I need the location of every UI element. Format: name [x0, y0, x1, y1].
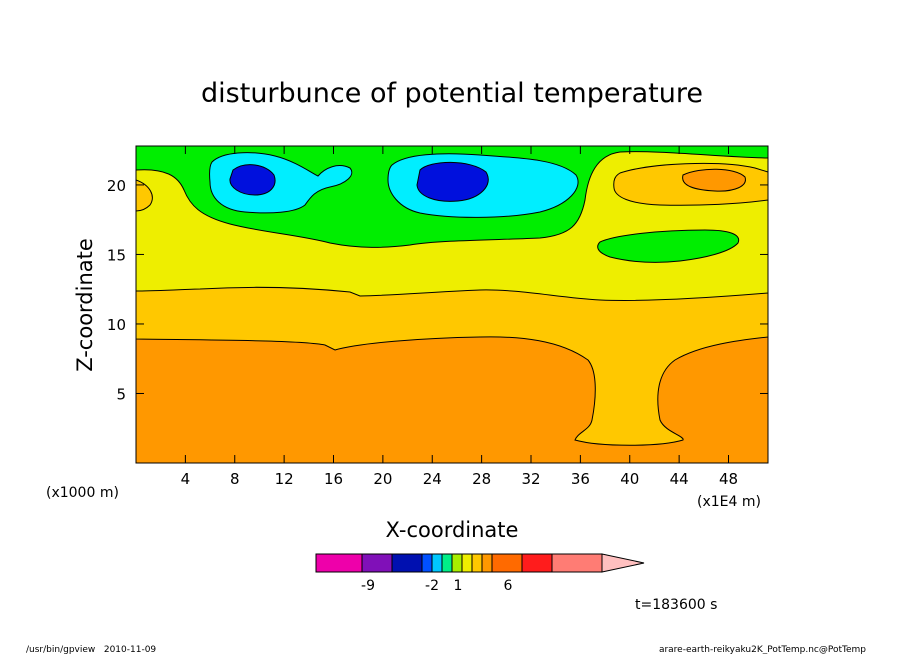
colorbar-swatch: [471, 553, 483, 573]
colorbar: -9 -2 1 6: [315, 553, 645, 594]
x-tick-label: 40: [620, 470, 639, 488]
colorbar-swatch: [481, 553, 493, 573]
y-tick-label: 10: [107, 316, 126, 334]
x-tick-label: 20: [373, 470, 392, 488]
x-unit-left: (x1000 m): [46, 485, 119, 501]
contour-pocket-orange-core: [682, 168, 746, 192]
x-tick-label: 8: [230, 470, 240, 488]
x-tick-label: 44: [670, 470, 689, 488]
colorbar-swatch: [315, 553, 363, 573]
time-label: t=183600 s: [635, 597, 717, 613]
x-tick-label: 36: [571, 470, 590, 488]
x-axis: 4 8 12 16 20 24 28 32 36 40 44 48: [181, 146, 738, 488]
x-tick-label: 16: [324, 470, 343, 488]
contour-core-blue-left: [229, 164, 276, 196]
y-tick-label: 20: [107, 177, 126, 195]
x-tick-label: 4: [181, 470, 191, 488]
y-tick-label: 5: [116, 385, 126, 403]
contour-field: [135, 145, 769, 464]
colorbar-tick-label: 1: [454, 578, 463, 594]
colorbar-swatch: [391, 553, 423, 573]
x-tick-label: 48: [719, 470, 738, 488]
x-axis-label: X-coordinate: [386, 518, 519, 542]
y-axis-label: Z-coordinate: [73, 238, 97, 372]
colorbar-swatch: [441, 553, 453, 573]
colorbar-swatch: [521, 553, 553, 573]
contour-pocket-orange-left: [136, 179, 153, 212]
footer-right: arare-earth-reikyaku2K_PotTemp.nc@PotTem…: [659, 645, 866, 654]
colorbar-swatch: [491, 553, 523, 573]
contour-core-blue-center: [416, 161, 489, 202]
footer-left: /usr/bin/gpview 2010-11-09: [26, 645, 156, 654]
colorbar-arrow: [601, 553, 645, 573]
colorbar-tick-label: -9: [361, 578, 375, 594]
contour-island-green: [597, 229, 740, 263]
colorbar-swatch: [451, 553, 463, 573]
plot-frame: [135, 145, 769, 464]
colorbar-swatch: [431, 553, 443, 573]
y-tick-label: 15: [107, 246, 126, 264]
colorbar-tick-label: 6: [504, 578, 513, 594]
x-tick-label: 28: [472, 470, 491, 488]
y-axis: 5 10 15 20: [107, 177, 768, 403]
x-tick-label: 12: [275, 470, 294, 488]
colorbar-swatch: [361, 553, 393, 573]
x-tick-label: 24: [423, 470, 442, 488]
colorbar-swatch: [461, 553, 473, 573]
colorbar-swatch: [551, 553, 603, 573]
x-tick-label: 32: [521, 470, 540, 488]
x-unit-right: (x1E4 m): [697, 494, 761, 510]
colorbar-swatch: [421, 553, 433, 573]
chart-title: disturbunce of potential temperature: [201, 78, 703, 109]
colorbar-tick-label: -2: [425, 578, 439, 594]
